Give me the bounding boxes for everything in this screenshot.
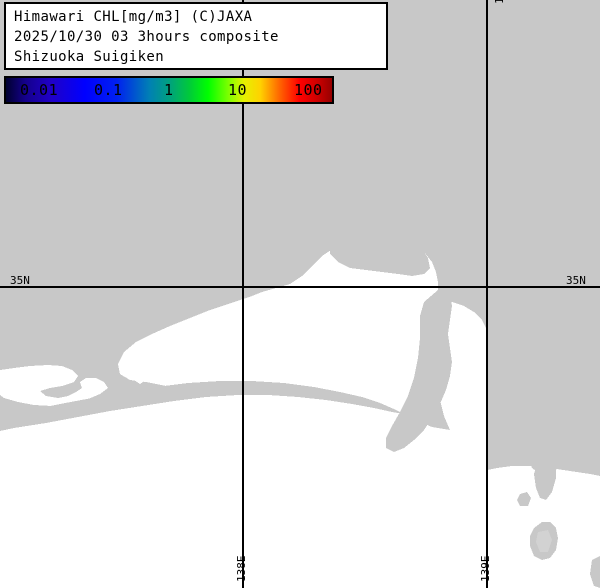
title-line-datetime: 2025/10/30 03 3hours composite <box>14 29 279 45</box>
colorbar-tick-0.1: 0.1 <box>94 81 123 99</box>
colorbar-tick-1: 1 <box>164 81 174 99</box>
parallel-label-35N-left: 35N <box>10 274 30 287</box>
meridian-label-139E-bottom: 139E <box>479 555 492 583</box>
colorbar: 0.01 0.1 1 10 100 <box>4 76 334 104</box>
title-line-product: Himawari CHL[mg/m3] (C)JAXA <box>14 9 253 25</box>
title-line-provider: Shizuoka Suigiken <box>14 49 165 65</box>
colorbar-gradient <box>6 78 332 102</box>
title-legend-box: Himawari CHL[mg/m3] (C)JAXA 2025/10/30 0… <box>4 2 388 70</box>
meridian-label-139E-top: 139E <box>493 0 506 4</box>
colorbar-tick-0.01: 0.01 <box>20 81 59 99</box>
parallel-label-35N-right: 35N <box>566 274 586 287</box>
land-mask <box>0 200 600 588</box>
colorbar-tick-10: 10 <box>228 81 248 99</box>
meridian-label-138E-bottom: 138E <box>235 555 248 583</box>
colorbar-tick-100: 100 <box>294 81 323 99</box>
